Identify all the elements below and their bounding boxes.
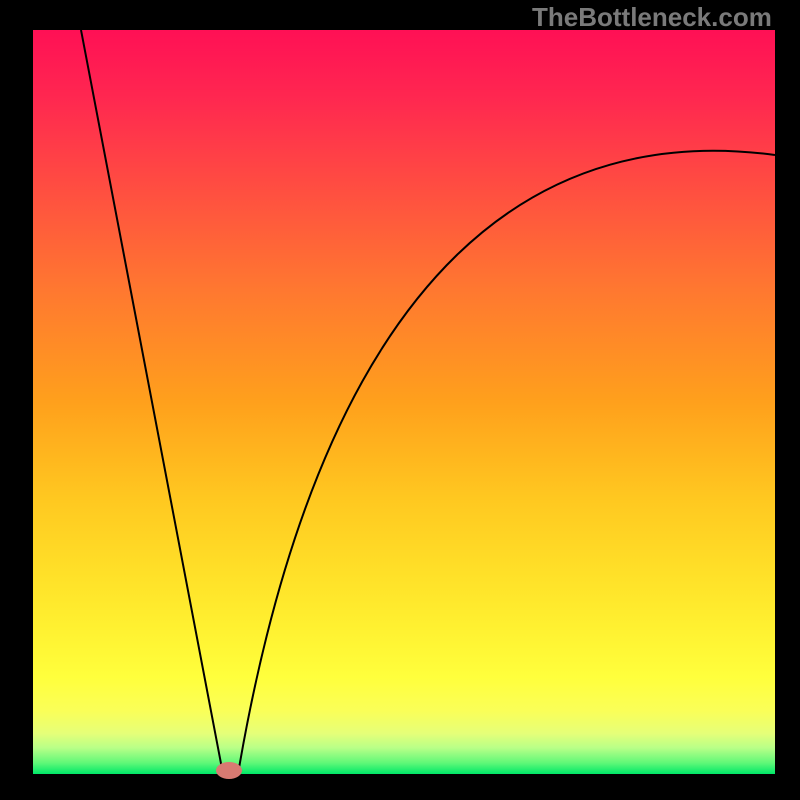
chart-svg [33,30,775,774]
chart-background [33,30,775,774]
optimal-point-marker [216,762,242,779]
chart-plot-area [33,30,775,774]
watermark-text: TheBottleneck.com [532,2,772,33]
